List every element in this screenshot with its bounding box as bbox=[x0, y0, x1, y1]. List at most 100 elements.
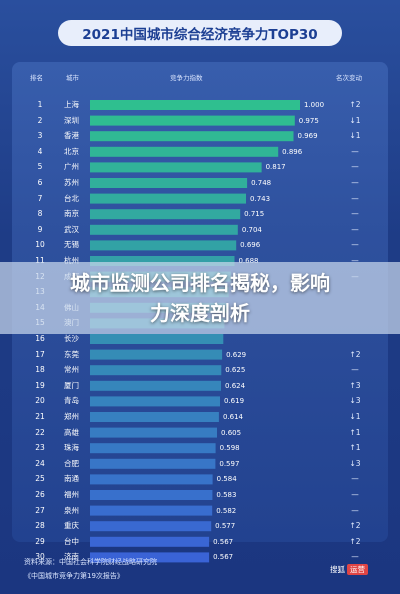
value-label-20: 0.619 bbox=[223, 397, 245, 406]
rank-label-29: 29 bbox=[35, 536, 45, 546]
city-label-10: 无锡 bbox=[64, 240, 79, 250]
rank-label-3: 3 bbox=[37, 131, 43, 141]
logo-tag: 运营 bbox=[347, 564, 368, 575]
bar-17 bbox=[90, 349, 223, 360]
city-label-25: 南通 bbox=[64, 474, 79, 484]
change-label-18: — bbox=[351, 365, 359, 375]
city-label-24: 合肥 bbox=[64, 458, 79, 468]
value-label-9: 0.704 bbox=[241, 225, 262, 234]
change-label-4: — bbox=[351, 146, 359, 156]
header-city: 城市 bbox=[66, 74, 79, 82]
bar-19 bbox=[90, 380, 221, 391]
change-label-6: — bbox=[351, 178, 359, 187]
value-label-22: 0.605 bbox=[221, 428, 242, 437]
value-label-26: 0.583 bbox=[216, 491, 237, 499]
city-label-22: 高雄 bbox=[64, 427, 79, 437]
logo-brand: 搜狐 bbox=[330, 565, 345, 574]
value-label-17: 0.629 bbox=[226, 350, 247, 359]
change-label-21: ↓1 bbox=[349, 412, 361, 421]
change-label-27: — bbox=[351, 505, 359, 515]
rank-label-1: 1 bbox=[37, 100, 43, 109]
rank-label-16: 16 bbox=[35, 334, 45, 343]
banner-headline: 城市监测公司排名揭秘，影响 力深度剖析 bbox=[0, 268, 400, 328]
rank-label-6: 6 bbox=[37, 178, 43, 187]
change-label-3: ↓1 bbox=[349, 131, 361, 141]
value-label-4: 0.896 bbox=[282, 147, 303, 156]
header-rank: 排名 bbox=[30, 74, 43, 82]
city-label-6: 苏州 bbox=[64, 178, 79, 187]
change-label-23: ↑1 bbox=[349, 443, 361, 453]
value-label-10: 0.696 bbox=[240, 241, 261, 250]
value-label-18: 0.625 bbox=[225, 366, 246, 375]
rank-label-8: 8 bbox=[37, 209, 43, 219]
bar-4 bbox=[90, 146, 279, 157]
rank-label-28: 28 bbox=[35, 521, 45, 531]
bar-20 bbox=[90, 396, 220, 407]
bar-10 bbox=[90, 240, 237, 251]
banner-line-1: 城市监测公司排名揭秘，影响 bbox=[70, 271, 330, 295]
change-label-17: ↑2 bbox=[349, 349, 361, 359]
banner-line-2: 力深度剖析 bbox=[150, 301, 250, 325]
change-label-25: — bbox=[351, 474, 359, 484]
value-label-27: 0.582 bbox=[216, 506, 237, 515]
change-label-1: ↑2 bbox=[349, 100, 361, 109]
rank-label-11: 11 bbox=[35, 256, 45, 265]
rank-label-7: 7 bbox=[37, 193, 43, 203]
value-label-6: 0.748 bbox=[251, 179, 272, 187]
city-label-29: 台中 bbox=[64, 536, 79, 546]
change-label-22: ↑1 bbox=[349, 427, 361, 437]
value-label-3: 0.969 bbox=[297, 132, 318, 141]
bar-21 bbox=[90, 412, 219, 422]
bar-27 bbox=[90, 505, 213, 516]
city-label-17: 东莞 bbox=[64, 349, 79, 359]
bar-2 bbox=[90, 115, 295, 126]
rank-label-21: 21 bbox=[35, 412, 45, 421]
rank-label-27: 27 bbox=[35, 505, 45, 515]
brand-logo: 搜狐 运营 bbox=[330, 564, 368, 575]
bar-25 bbox=[90, 474, 213, 485]
city-label-21: 郑州 bbox=[64, 412, 79, 421]
city-label-9: 武汉 bbox=[64, 224, 79, 234]
change-label-28: ↑2 bbox=[349, 521, 361, 531]
value-label-23: 0.598 bbox=[219, 444, 240, 453]
rank-label-24: 24 bbox=[35, 458, 45, 468]
value-label-30: 0.567 bbox=[213, 553, 234, 562]
bar-5 bbox=[90, 162, 262, 173]
value-label-7: 0.743 bbox=[250, 194, 271, 203]
city-label-7: 台北 bbox=[64, 193, 79, 203]
change-label-10: — bbox=[351, 240, 359, 250]
city-label-19: 厦门 bbox=[64, 380, 79, 390]
rank-label-25: 25 bbox=[35, 474, 45, 484]
bar-23 bbox=[90, 443, 216, 454]
rank-label-23: 23 bbox=[35, 443, 45, 453]
chart-title: 2021中国城市综合经济竞争力TOP30 bbox=[58, 20, 342, 46]
value-label-29: 0.567 bbox=[213, 537, 234, 546]
header-score: 竞争力指数 bbox=[170, 74, 203, 82]
city-label-5: 广州 bbox=[64, 162, 79, 172]
city-label-3: 香港 bbox=[64, 131, 79, 141]
rank-label-20: 20 bbox=[35, 396, 45, 406]
city-label-26: 福州 bbox=[64, 490, 79, 499]
rank-label-17: 17 bbox=[35, 349, 45, 359]
source-line-2: 《中国城市竞争力第19次报告》 bbox=[24, 572, 124, 580]
bar-29 bbox=[90, 536, 210, 547]
city-label-27: 泉州 bbox=[64, 505, 79, 515]
city-label-11: 杭州 bbox=[64, 256, 79, 265]
bar-28 bbox=[90, 521, 212, 532]
value-label-1: 1.000 bbox=[304, 101, 325, 109]
city-label-20: 青岛 bbox=[64, 396, 79, 406]
change-label-20: ↓3 bbox=[349, 396, 361, 406]
change-label-26: — bbox=[351, 490, 359, 499]
source-line-1: 资料来源：中国社会科学院财经战略研究院 bbox=[24, 558, 157, 566]
value-label-5: 0.817 bbox=[265, 163, 286, 172]
value-label-19: 0.624 bbox=[225, 381, 246, 390]
value-label-8: 0.715 bbox=[244, 210, 265, 219]
change-label-30: — bbox=[351, 552, 359, 562]
change-label-8: — bbox=[351, 209, 359, 219]
change-label-7: — bbox=[351, 193, 359, 203]
bar-1 bbox=[90, 100, 300, 110]
city-label-18: 常州 bbox=[64, 365, 79, 375]
change-label-5: — bbox=[351, 162, 359, 172]
change-label-29: ↑2 bbox=[349, 536, 361, 546]
city-label-4: 北京 bbox=[64, 146, 79, 156]
